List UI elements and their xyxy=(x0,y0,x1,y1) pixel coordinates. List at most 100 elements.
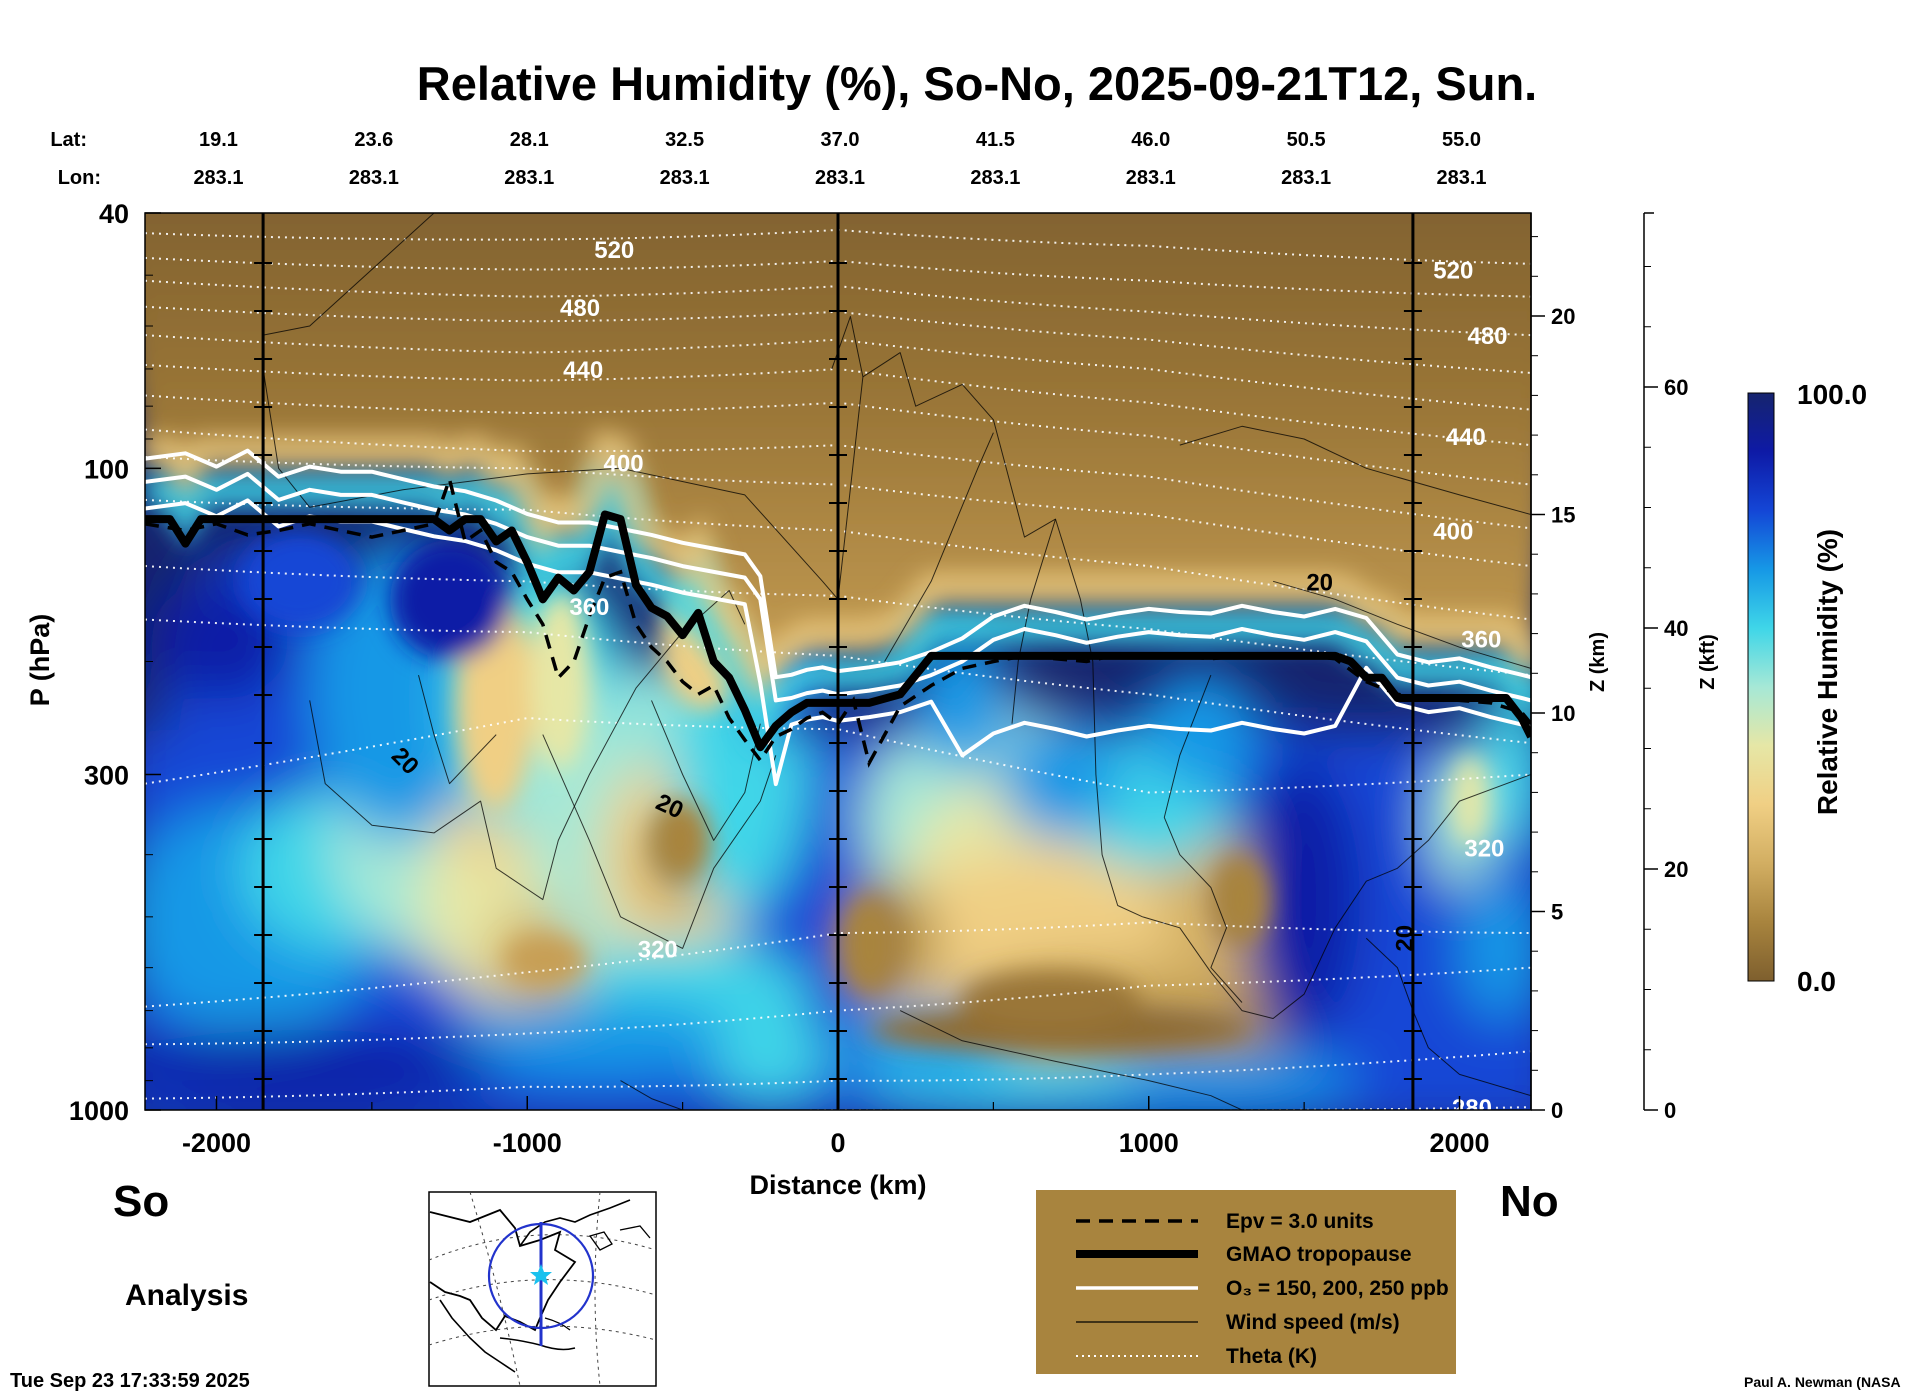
legend-label-tropopause: GMAO tropopause xyxy=(1226,1243,1412,1266)
lon-value: 283.1 xyxy=(1436,167,1486,189)
x-axis-tick-label: -2000 xyxy=(182,1128,251,1158)
ozone-contour-line xyxy=(145,448,1531,680)
theta-contour-label: 320 xyxy=(638,936,678,963)
lat-value: 50.5 xyxy=(1287,129,1326,151)
y-axis-pressure: 40 100 300 1000 xyxy=(69,199,161,1126)
lon-value: 283.1 xyxy=(1281,167,1331,189)
x-axis-tick-label: 0 xyxy=(830,1128,845,1158)
theta-contour-label: 400 xyxy=(1433,519,1473,546)
lon-value: 283.1 xyxy=(815,167,865,189)
lat-value: 19.1 xyxy=(199,129,238,151)
z-kft-tick-label: 40 xyxy=(1664,616,1688,641)
lon-value: 283.1 xyxy=(504,167,554,189)
tropopause-transition-band-outer xyxy=(145,428,1531,705)
z-km-tick-label: 0 xyxy=(1551,1098,1563,1123)
y-axis-tick-label: 300 xyxy=(84,760,129,790)
wind-speed-contour-line xyxy=(1272,580,1531,669)
north-endpoint-label: No xyxy=(1500,1177,1559,1226)
z-km-tick-label: 10 xyxy=(1551,701,1575,726)
wind-speed-contour-line xyxy=(542,734,777,949)
y-axis-tick-label: 100 xyxy=(84,454,129,484)
theta-contour-label: 360 xyxy=(1461,626,1501,653)
theta-contour-label: 320 xyxy=(1464,836,1504,863)
x-axis-label: Distance (km) xyxy=(749,1170,926,1200)
lat-value: 32.5 xyxy=(665,129,704,151)
plot-area: 520 480 440 400 360 320 520 480 440 400 360 320 280 2… xyxy=(145,213,1531,1122)
theta-contour-label: 520 xyxy=(594,237,634,264)
lon-value: 283.1 xyxy=(1126,167,1176,189)
lat-row-label: Lat: xyxy=(50,129,87,151)
wind-speed-contour-line xyxy=(1365,937,1531,1097)
legend-label-epv: Epv = 3.0 units xyxy=(1226,1210,1374,1233)
theta-contour-label: 480 xyxy=(1467,323,1507,350)
z-km-tick-label: 15 xyxy=(1551,503,1575,528)
contour-labels: 520 480 440 400 360 320 520 480 440 400 360 320 280 2… xyxy=(386,237,1508,1122)
lon-row-label: Lon: xyxy=(58,167,101,189)
colorbar-title: Relative Humidity (%) xyxy=(1812,529,1843,815)
credit: Paul A. Newman (NASA xyxy=(1744,1374,1901,1390)
lat-value: 37.0 xyxy=(821,129,860,151)
analysis-label: Analysis xyxy=(125,1279,248,1312)
z-kft-tick-label: 60 xyxy=(1664,375,1688,400)
theta-contour-label: 280 xyxy=(1452,1095,1492,1122)
y-axis-tick-label: 1000 xyxy=(69,1096,129,1126)
legend: Epv = 3.0 units GMAO tropopause O₃ = 150… xyxy=(1036,1190,1456,1374)
y-axis-tick-label: 40 xyxy=(99,199,129,229)
colorbar xyxy=(1747,392,1775,982)
wind-speed-contour-line xyxy=(418,674,497,785)
y-axis-label: P (hPa) xyxy=(25,614,55,707)
wind-speed-contour-line xyxy=(620,1080,683,1110)
lat-value: 46.0 xyxy=(1131,129,1170,151)
theta-contour-label: 480 xyxy=(560,295,600,322)
lat-value: 41.5 xyxy=(976,129,1015,151)
wind-speed-contour-line xyxy=(884,432,994,662)
map-inset xyxy=(428,1191,657,1387)
theta-contour-label: 360 xyxy=(569,594,609,621)
wind-speed-contour-line xyxy=(862,352,1531,1019)
theta-contour-line xyxy=(145,921,1531,1008)
theta-contour-line xyxy=(145,717,1531,794)
lat-lon-ticks: 19.1 283.1 23.6 283.1 28.1 283.1 32.5 283.1 37.0… xyxy=(193,129,1486,189)
z-kft-tick-label: 0 xyxy=(1664,1098,1676,1123)
colorbar-max-label: 100.0 xyxy=(1797,379,1867,410)
wind-contour-label: 20 xyxy=(1306,569,1333,596)
x-axis-tick-label: 1000 xyxy=(1119,1128,1179,1158)
wind-speed-contour-line xyxy=(899,1010,1243,1110)
gmao-tropopause-line xyxy=(145,510,1531,752)
theta-contour-label: 440 xyxy=(563,357,603,384)
vertical-marker-lines xyxy=(254,213,1422,1110)
x-axis: -2000 -1000 0 1000 2000 xyxy=(182,1096,1490,1158)
lon-value: 283.1 xyxy=(349,167,399,189)
x-axis-tick-label: 2000 xyxy=(1429,1128,1489,1158)
wind-speed-contour-line xyxy=(651,700,761,841)
theta-contour-label: 520 xyxy=(1433,258,1473,285)
legend-label-ozone: O₃ = 150, 200, 250 ppb xyxy=(1226,1277,1449,1300)
wind-speed-contour-line xyxy=(263,213,435,336)
legend-label-wind: Wind speed (m/s) xyxy=(1226,1311,1400,1334)
legend-label-theta: Theta (K) xyxy=(1226,1345,1317,1368)
lon-value: 283.1 xyxy=(970,167,1020,189)
z-km-tick-label: 5 xyxy=(1551,900,1563,925)
colorbar-min-label: 0.0 xyxy=(1797,966,1836,997)
z-km-axis-label: Z (km) xyxy=(1587,632,1609,692)
wind-speed-contour-line xyxy=(262,316,864,600)
wind-speed-contour-line xyxy=(1179,425,1531,515)
lat-value: 28.1 xyxy=(510,129,549,151)
lat-value: 55.0 xyxy=(1442,129,1481,151)
timestamp: Tue Sep 23 17:33:59 2025 xyxy=(10,1370,250,1392)
lat-value: 23.6 xyxy=(354,129,393,151)
ozone-contour-line xyxy=(145,471,1531,703)
y-axis-z-km: 0 5 10 15 20 xyxy=(1530,213,1575,1123)
map-center-star-icon xyxy=(530,1264,552,1285)
south-endpoint-label: So xyxy=(113,1177,169,1226)
wind-contour-label: 20 xyxy=(1392,925,1419,952)
theta-contour-label: 440 xyxy=(1446,424,1486,451)
lon-value: 283.1 xyxy=(193,167,243,189)
x-axis-tick-label: -1000 xyxy=(493,1128,562,1158)
y-axis-z-kft: 0 20 40 60 xyxy=(1643,212,1688,1123)
z-kft-axis-label: Z (kft) xyxy=(1697,634,1719,690)
z-km-tick-label: 20 xyxy=(1551,304,1575,329)
chart-title: Relative Humidity (%), So-No, 2025-09-21… xyxy=(417,57,1537,110)
map-inset-drawing xyxy=(429,1192,656,1386)
z-kft-tick-label: 20 xyxy=(1664,857,1688,882)
